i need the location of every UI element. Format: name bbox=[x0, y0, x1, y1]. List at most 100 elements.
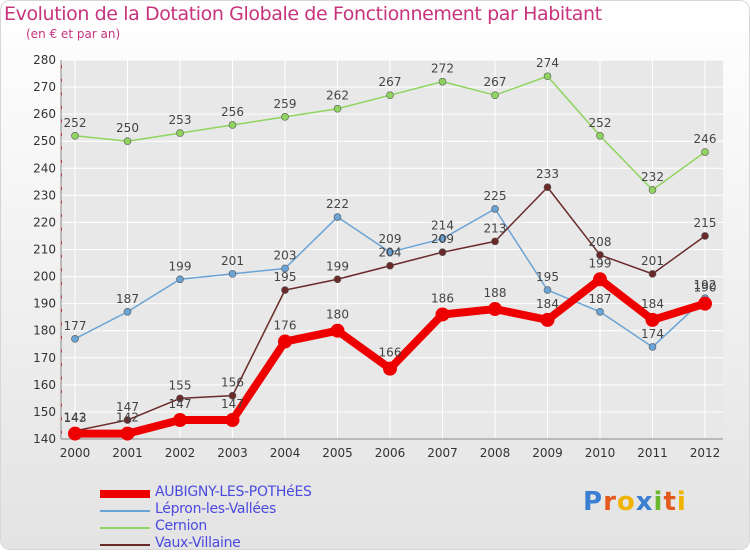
x-tick-label: 2000 bbox=[60, 446, 91, 460]
y-tick-label: 280 bbox=[33, 53, 56, 67]
data-label: 199 bbox=[326, 259, 349, 273]
data-label: 195 bbox=[536, 270, 559, 284]
data-point bbox=[543, 286, 552, 294]
data-label: 177 bbox=[64, 319, 87, 333]
data-label: 201 bbox=[641, 254, 664, 268]
data-label: 187 bbox=[116, 292, 139, 306]
data-point bbox=[701, 148, 709, 156]
data-point bbox=[701, 232, 709, 240]
data-label: 184 bbox=[536, 297, 559, 311]
data-point bbox=[540, 312, 555, 327]
x-tick-label: 2002 bbox=[165, 446, 196, 460]
data-label: 147 bbox=[116, 400, 139, 414]
data-label: 142 bbox=[64, 411, 87, 425]
data-label: 184 bbox=[641, 297, 664, 311]
y-tick-label: 250 bbox=[33, 134, 56, 148]
y-tick-label: 150 bbox=[33, 405, 56, 419]
chart-subtitle: (en € et par an) bbox=[26, 27, 121, 41]
y-tick-label: 230 bbox=[33, 188, 56, 202]
legend-swatch-cernion bbox=[100, 526, 150, 529]
x-tick-label: 2004 bbox=[270, 446, 301, 460]
data-point bbox=[648, 270, 657, 278]
legend-label-lepron: Lépron-les-Vallées bbox=[155, 501, 276, 517]
data-point bbox=[491, 205, 499, 213]
data-label: 180 bbox=[326, 308, 349, 322]
data-label: 222 bbox=[326, 197, 349, 211]
x-tick-label: 2010 bbox=[585, 446, 616, 460]
data-point bbox=[71, 335, 79, 343]
data-point bbox=[333, 275, 342, 284]
x-tick-label: 2006 bbox=[375, 446, 406, 460]
data-label: 252 bbox=[589, 116, 612, 130]
x-tick-label: 2005 bbox=[322, 446, 353, 460]
legend-swatch-vaux bbox=[100, 543, 150, 546]
data-label: 213 bbox=[484, 221, 507, 235]
data-label: 156 bbox=[221, 376, 244, 390]
data-point bbox=[71, 132, 79, 140]
data-point bbox=[543, 72, 552, 81]
data-label: 215 bbox=[694, 216, 717, 230]
data-point bbox=[120, 426, 135, 441]
data-point bbox=[438, 248, 447, 257]
data-point bbox=[596, 251, 604, 259]
data-point bbox=[173, 413, 187, 428]
data-label: 214 bbox=[431, 219, 454, 233]
data-label: 203 bbox=[274, 248, 297, 262]
data-point bbox=[281, 113, 289, 121]
chart-title: Evolution de la Dotation Globale de Fonc… bbox=[4, 3, 602, 25]
y-tick-label: 200 bbox=[33, 270, 56, 284]
data-point bbox=[648, 186, 657, 194]
data-point bbox=[488, 302, 502, 317]
data-label: 186 bbox=[431, 291, 454, 305]
data-point bbox=[330, 323, 345, 338]
data-point bbox=[596, 307, 604, 316]
data-label: 192 bbox=[694, 278, 717, 292]
x-tick-label: 2009 bbox=[532, 446, 563, 460]
data-label: 253 bbox=[169, 113, 192, 127]
data-label: 187 bbox=[589, 292, 612, 306]
data-label: 147 bbox=[221, 397, 244, 411]
y-tick-label: 260 bbox=[33, 107, 56, 121]
data-label: 188 bbox=[484, 286, 507, 300]
legend-label-vaux: Vaux-Villaine bbox=[155, 535, 241, 551]
data-label: 233 bbox=[536, 167, 559, 181]
data-point bbox=[228, 121, 237, 129]
data-point bbox=[123, 137, 132, 146]
data-point bbox=[386, 248, 394, 257]
data-label: 267 bbox=[379, 75, 402, 89]
data-label: 262 bbox=[326, 89, 349, 103]
data-label: 256 bbox=[221, 105, 244, 119]
data-label: 204 bbox=[379, 246, 402, 260]
x-tick-label: 2007 bbox=[427, 446, 458, 460]
y-tick-label: 270 bbox=[33, 80, 56, 94]
x-tick-label: 2011 bbox=[637, 446, 668, 460]
legend-swatch-aubigny bbox=[100, 489, 150, 498]
data-label: 142 bbox=[116, 411, 139, 425]
data-point bbox=[281, 264, 289, 273]
data-point bbox=[438, 234, 447, 243]
data-label: 274 bbox=[536, 56, 559, 70]
data-point bbox=[491, 91, 499, 99]
legend-label-cernion: Cernion bbox=[155, 518, 207, 534]
data-label: 147 bbox=[169, 397, 192, 411]
data-point bbox=[333, 104, 342, 113]
data-label: 209 bbox=[431, 232, 454, 246]
legend-label-aubigny: AUBIGNY-LES-POTHéES bbox=[155, 484, 312, 500]
data-label: 190 bbox=[694, 281, 717, 295]
data-label: 250 bbox=[116, 121, 139, 135]
data-label: 176 bbox=[274, 319, 297, 333]
proxiti-logo: Proxiti bbox=[583, 487, 687, 517]
data-label: 199 bbox=[589, 256, 612, 270]
data-label: 272 bbox=[431, 62, 454, 76]
data-label: 208 bbox=[589, 235, 612, 249]
data-label: 199 bbox=[169, 259, 192, 273]
y-tick-label: 190 bbox=[33, 297, 56, 311]
y-tick-label: 180 bbox=[33, 324, 56, 338]
data-point bbox=[281, 286, 289, 294]
data-point bbox=[491, 237, 499, 246]
data-point bbox=[123, 416, 132, 424]
y-tick-label: 220 bbox=[33, 215, 56, 229]
x-tick-label: 2003 bbox=[217, 446, 248, 460]
data-label: 267 bbox=[484, 75, 507, 89]
